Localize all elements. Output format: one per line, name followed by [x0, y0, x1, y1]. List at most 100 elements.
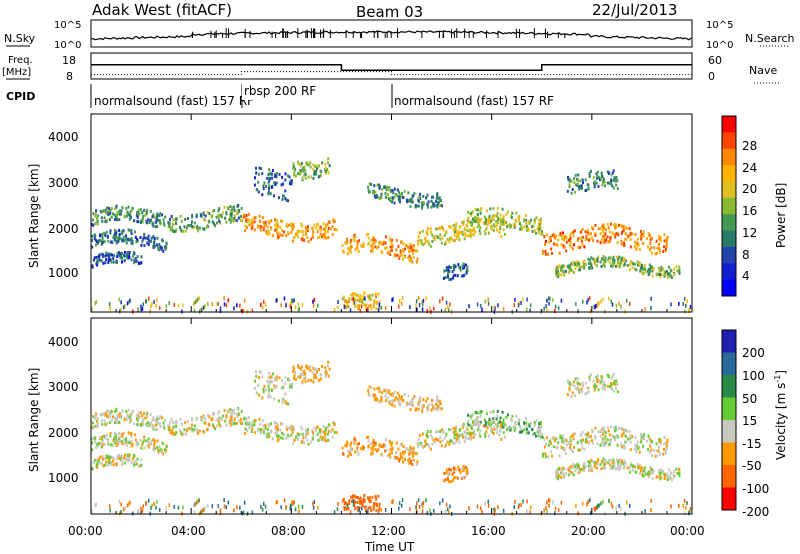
- power-point: [158, 214, 161, 217]
- velocity-point: [139, 464, 142, 468]
- power-ytick-1000: 1000: [48, 266, 79, 280]
- velocity-point: [123, 456, 125, 460]
- power-point: [108, 258, 111, 262]
- velocity-point: [642, 474, 645, 478]
- power-ground-point: [449, 302, 451, 307]
- power-point: [595, 172, 598, 176]
- velocity-ground-point: [650, 508, 652, 513]
- velocity-ground-point: [549, 498, 551, 503]
- power-point: [669, 268, 672, 272]
- velocity-point: [622, 462, 625, 466]
- power-point: [651, 251, 653, 255]
- power-ground-point: [129, 298, 131, 303]
- velocity-point: [92, 426, 95, 430]
- velocity-point: [600, 380, 603, 384]
- power-point: [91, 234, 93, 238]
- power-point: [412, 252, 414, 256]
- velocity-ground-point: [409, 507, 411, 512]
- power-point: [580, 184, 583, 188]
- velocity-point: [322, 425, 325, 429]
- velocity-point: [432, 438, 435, 442]
- power-point: [436, 205, 439, 209]
- velocity-point: [608, 443, 611, 447]
- power-point: [298, 230, 301, 234]
- power-point: [244, 229, 247, 233]
- velocity-point: [384, 444, 387, 448]
- velocity-point: [388, 452, 391, 456]
- power-point: [557, 238, 560, 242]
- velocity-ground-point: [177, 505, 180, 510]
- power-point: [551, 251, 553, 255]
- power-point: [114, 233, 117, 237]
- power-point: [256, 225, 259, 229]
- power-point: [193, 221, 196, 225]
- power-point: [585, 230, 588, 234]
- velocity-point: [115, 463, 118, 467]
- velocity-point: [143, 446, 146, 450]
- velocity-point: [257, 384, 260, 388]
- velocity-ground-point: [200, 509, 203, 514]
- power-point: [436, 227, 439, 231]
- velocity-point: [461, 423, 464, 427]
- power-point: [439, 198, 442, 202]
- velocity-point: [391, 392, 394, 396]
- velocity-point: [161, 416, 164, 420]
- power-point: [128, 238, 131, 242]
- velocity-point: [385, 399, 387, 403]
- freq-tick-bottom: 8: [66, 70, 73, 83]
- power-point: [94, 212, 97, 216]
- power-ground-point: [301, 303, 304, 307]
- power-point: [313, 171, 316, 175]
- velocity-point: [267, 393, 270, 397]
- velocity-point: [233, 412, 236, 415]
- power-point: [104, 234, 107, 237]
- power-point: [130, 230, 133, 233]
- power-point: [370, 244, 373, 248]
- power-point: [118, 218, 121, 222]
- power-point: [275, 172, 278, 175]
- power-point: [658, 235, 661, 238]
- power-point: [426, 193, 429, 197]
- velocity-point: [449, 468, 452, 472]
- power-point: [263, 225, 266, 229]
- velocity-point: [127, 408, 130, 412]
- velocity-point: [110, 418, 113, 422]
- power-point: [299, 168, 302, 172]
- velocity-point: [502, 418, 505, 422]
- velocity-point: [525, 431, 528, 435]
- power-ground-point: [108, 302, 111, 307]
- velocity-point: [567, 473, 570, 477]
- velocity-point: [320, 373, 323, 377]
- power-ground-point: [349, 308, 352, 313]
- power-ground-point: [225, 303, 228, 308]
- power-ground-point: [445, 300, 448, 305]
- velocity-point: [101, 435, 103, 439]
- power-point: [582, 260, 585, 264]
- power-point: [453, 268, 456, 272]
- velocity-point: [649, 469, 652, 473]
- power-point: [297, 162, 300, 166]
- velocity-point: [612, 382, 615, 386]
- power-point: [101, 241, 104, 244]
- power-point: [459, 231, 462, 235]
- power-point: [95, 255, 98, 259]
- velocity-point: [625, 429, 628, 433]
- power-point: [162, 218, 165, 222]
- power-point: [233, 214, 236, 218]
- velocity-point: [158, 417, 161, 420]
- power-cbar-tick-8: 8: [742, 248, 750, 262]
- power-point: [372, 238, 375, 241]
- velocity-point: [290, 385, 293, 389]
- power-point: [121, 256, 124, 260]
- power-point: [120, 230, 123, 234]
- power-point: [642, 272, 645, 276]
- velocity-point: [499, 428, 502, 432]
- power-point: [268, 221, 271, 225]
- power-point: [100, 242, 103, 246]
- velocity-ground-point: [468, 506, 470, 511]
- velocity-point: [164, 418, 167, 422]
- power-point: [179, 226, 181, 230]
- power-point: [404, 247, 406, 251]
- velocity-point: [359, 447, 362, 451]
- power-point: [244, 215, 246, 219]
